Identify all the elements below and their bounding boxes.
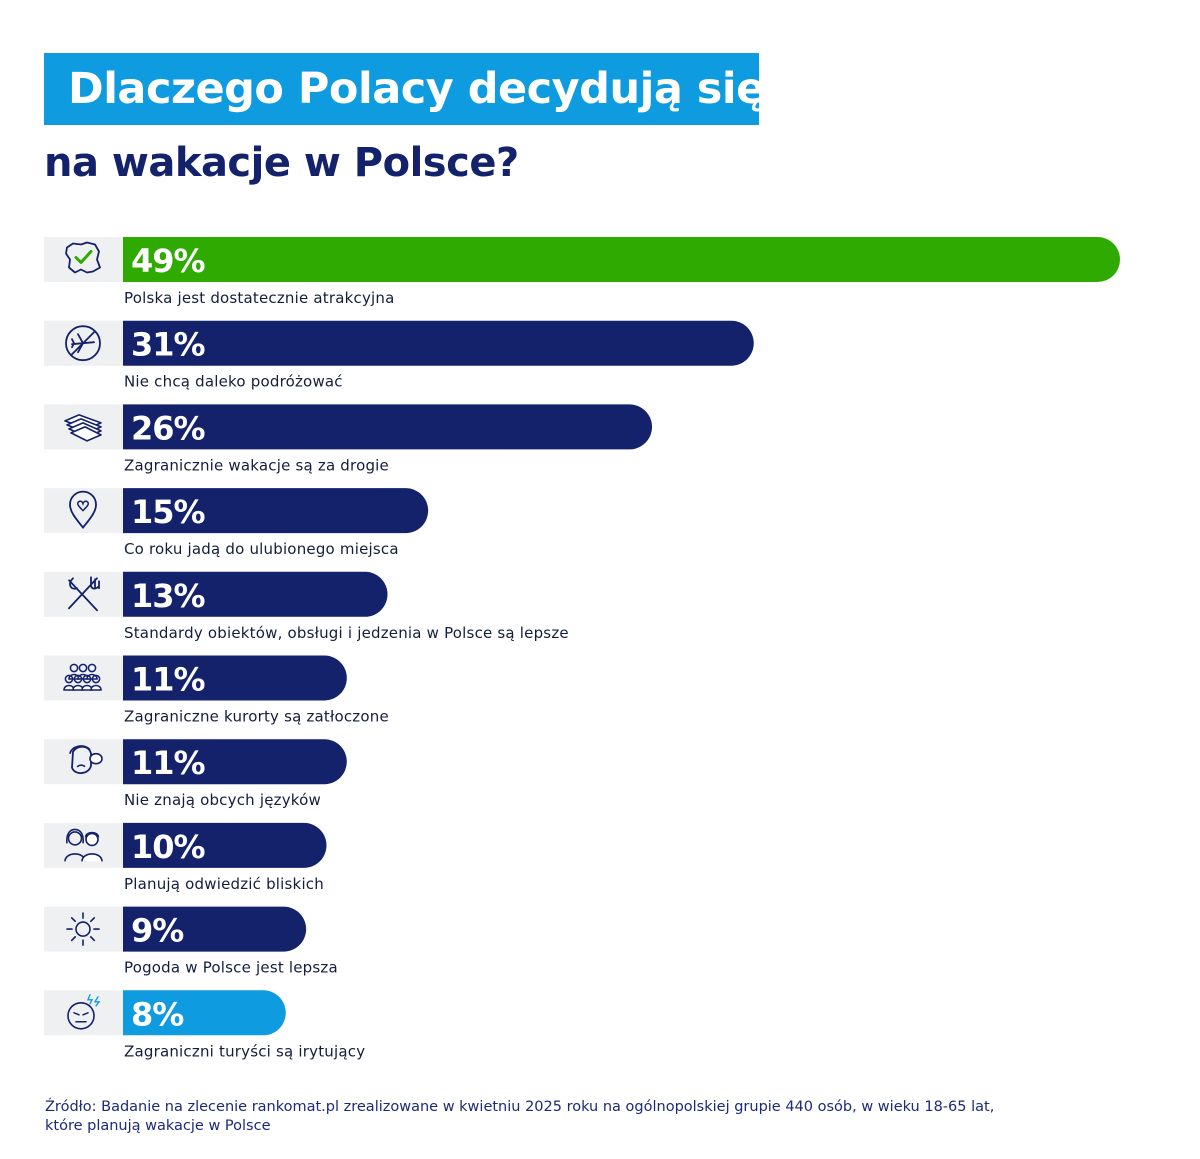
bar-value-label: 9% — [131, 912, 184, 950]
bar — [123, 906, 307, 952]
irritated-face-icon — [67, 994, 101, 1030]
bar — [123, 571, 388, 617]
bar-row: 15% Co roku jadą do ulubionego miejsca — [44, 488, 429, 558]
bar-category-label: Pogoda w Polsce jest lepsza — [124, 959, 338, 977]
bar-row: 11% Nie znają obcych języków — [44, 739, 347, 809]
crowd-icon — [63, 663, 102, 691]
page-subtitle: na wakacje w Polsce? — [44, 140, 519, 186]
bar-row: 11% Zagraniczne kurorty są zatłoczone — [44, 655, 389, 726]
bar-value-label: 26% — [131, 409, 206, 447]
bar-value-label: 31% — [131, 326, 206, 364]
bar-chart: 49% Polska jest dostatecznie atrakcyjna 31… — [44, 237, 1120, 1060]
speech-face-icon — [69, 745, 103, 774]
bar-row: 13% Standardy obiektów, obsługi i jedzeni… — [44, 571, 569, 642]
sun-icon — [66, 912, 100, 946]
couple-icon — [64, 828, 103, 862]
bar — [123, 739, 347, 785]
bar-row: 31% Nie chcą daleko podróżować — [44, 320, 754, 391]
fork-knife-icon — [68, 576, 100, 612]
bar-value-label: 15% — [131, 493, 206, 531]
icon-box — [44, 571, 123, 617]
bar — [123, 655, 347, 701]
bar-value-label: 11% — [131, 744, 206, 782]
bar-row: 49% Polska jest dostatecznie atrakcyjna — [44, 237, 1120, 307]
bar-category-label: Polska jest dostatecznie atrakcyjna — [124, 289, 395, 307]
bar — [123, 320, 754, 366]
bar-row: 8% Zagraniczni turyści są irytujący — [44, 990, 365, 1060]
bar — [123, 990, 286, 1036]
page-title: Dlaczego Polacy decydują się — [68, 64, 765, 114]
bar — [123, 822, 327, 868]
source-line-2: które planują wakacje w Polsce — [45, 1118, 271, 1134]
bar-category-label: Nie chcą daleko podróżować — [124, 373, 343, 391]
bar-row: 9% Pogoda w Polsce jest lepsza — [44, 906, 338, 977]
bar-value-label: 49% — [131, 242, 206, 280]
bar-category-label: Nie znają obcych języków — [124, 791, 321, 809]
source-line-1: Źródło: Badanie na zlecenie rankomat.pl … — [45, 1099, 995, 1115]
bar-category-label: Planują odwiedzić bliskich — [124, 875, 324, 893]
bar — [123, 404, 653, 450]
bar-value-label: 11% — [131, 661, 206, 699]
poland-map-check-icon — [65, 241, 101, 274]
heart-pin-icon — [69, 490, 97, 530]
money-stack-icon — [64, 414, 102, 442]
title-band — [44, 53, 759, 125]
bar-category-label: Standardy obiektów, obsługi i jedzenia w… — [124, 624, 569, 642]
bar-category-label: Zagraniczni turyści są irytujący — [124, 1042, 365, 1060]
bar-value-label: 10% — [131, 828, 206, 866]
no-plane-icon — [65, 325, 101, 362]
bar — [123, 488, 429, 534]
bar-category-label: Zagranicznie wakacje są za drogie — [124, 456, 389, 474]
source-note: Źródło: Badanie na zlecenie rankomat.pl … — [45, 1098, 1045, 1136]
bar-row: 26% Zagranicznie wakacje są za drogie — [44, 404, 653, 474]
bar-category-label: Co roku jadą do ulubionego miejsca — [124, 540, 399, 558]
bar-row: 10% Planują odwiedzić bliskich — [44, 822, 327, 893]
bar-value-label: 13% — [131, 577, 206, 615]
bar-category-label: Zagraniczne kurorty są zatłoczone — [124, 708, 389, 726]
bar — [123, 237, 1120, 282]
bar-value-label: 8% — [131, 995, 184, 1033]
